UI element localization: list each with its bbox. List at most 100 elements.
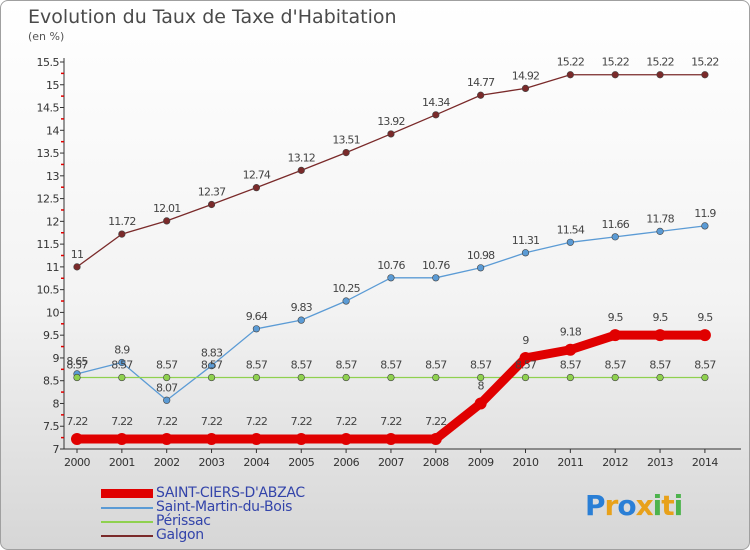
data-label: 8.57 — [694, 359, 716, 372]
data-label: 11.78 — [646, 212, 674, 225]
logo-letter: t — [661, 489, 674, 522]
data-point — [118, 230, 126, 238]
data-label: 7.22 — [201, 415, 222, 428]
data-label: 9.5 — [608, 311, 624, 324]
data-label: 12.37 — [198, 186, 226, 199]
data-point — [340, 432, 353, 445]
legend-label: Périssac — [156, 513, 211, 529]
data-point — [701, 373, 709, 382]
y-tick-label: 11.5 — [37, 238, 60, 251]
legend-entry: Périssac — [101, 513, 351, 529]
data-label: 7.22 — [66, 415, 87, 428]
x-tick-label: 2003 — [199, 456, 225, 469]
data-point — [521, 249, 530, 257]
data-label: 8.57 — [470, 359, 492, 372]
data-point — [252, 184, 260, 192]
data-label: 8.57 — [560, 359, 582, 372]
data-label: 13.12 — [288, 151, 316, 164]
data-label: 8.57 — [335, 359, 357, 372]
y-tick-label: 8.5 — [43, 375, 59, 388]
x-tick-label: 2010 — [513, 456, 539, 469]
data-point — [118, 358, 126, 367]
data-point — [611, 373, 619, 382]
x-tick-label: 2007 — [378, 456, 404, 469]
data-point — [654, 329, 667, 342]
x-tick-label: 2014 — [692, 456, 718, 469]
data-point — [432, 111, 440, 119]
y-tick-label: 10 — [46, 306, 59, 319]
data-label: 8.9 — [114, 343, 130, 356]
data-point — [566, 238, 574, 246]
data-label: 7.22 — [335, 415, 356, 428]
data-label: 12.01 — [153, 202, 181, 215]
y-tick-label: 9.5 — [43, 329, 59, 342]
data-label: 7.22 — [291, 415, 312, 428]
x-tick-label: 2000 — [64, 456, 90, 469]
data-label: 8.57 — [425, 359, 447, 372]
data-point — [656, 373, 664, 382]
data-point — [342, 373, 350, 382]
series-line — [76, 74, 706, 268]
y-tick-label: 13 — [46, 170, 59, 183]
legend-swatch — [101, 489, 153, 498]
legend-swatch — [101, 521, 153, 523]
data-point — [521, 84, 530, 93]
x-tick-label: 2012 — [602, 456, 628, 469]
data-label: 8.07 — [156, 381, 178, 394]
data-label: 8.57 — [156, 359, 178, 372]
legend-entry: SAINT-CIERS-D'ABZAC — [101, 485, 351, 501]
data-point — [387, 274, 395, 282]
data-label: 13.92 — [377, 115, 405, 128]
data-label: 11.31 — [512, 234, 540, 247]
y-tick-label: 7.5 — [43, 420, 59, 433]
data-label: 7.22 — [246, 415, 267, 428]
chart-title: Evolution du Taux de Taxe d'Habitation — [28, 6, 397, 28]
data-point — [342, 149, 350, 157]
data-point — [207, 373, 216, 382]
data-point — [71, 432, 83, 445]
data-point — [477, 264, 485, 272]
data-label: 12.74 — [243, 169, 271, 182]
data-label: 15.22 — [601, 56, 629, 69]
x-tick-label: 2004 — [243, 456, 269, 469]
data-point — [387, 130, 395, 138]
data-point — [297, 316, 305, 324]
y-tick-label: 11 — [46, 261, 59, 274]
data-point — [477, 91, 485, 99]
x-tick-label: 2005 — [288, 456, 314, 469]
y-tick-label: 14.5 — [37, 102, 60, 115]
logo-letter: x — [635, 489, 654, 522]
data-point — [566, 373, 574, 382]
data-point — [387, 373, 395, 382]
data-label: 7.22 — [111, 415, 132, 428]
legend-swatch — [101, 507, 153, 509]
data-point — [384, 432, 397, 445]
data-label: 8.83 — [201, 347, 223, 360]
data-label: 9.18 — [560, 326, 582, 339]
data-point — [429, 432, 442, 445]
data-point — [521, 373, 530, 382]
data-point — [701, 71, 709, 79]
y-tick-label: 10.5 — [37, 284, 60, 297]
data-label: 15.22 — [557, 56, 585, 69]
y-tick-label: 15.5 — [37, 56, 60, 69]
data-label: 15.22 — [691, 56, 719, 69]
x-tick-label: 2013 — [647, 456, 673, 469]
data-label: 14.77 — [467, 76, 495, 89]
data-label: 7.22 — [156, 415, 177, 428]
data-label: 8.57 — [291, 359, 313, 372]
data-point — [252, 325, 260, 333]
data-point — [474, 397, 487, 410]
data-point — [297, 166, 305, 174]
data-point — [519, 351, 532, 364]
y-tick-label: 14 — [46, 124, 59, 137]
y-tick-label: 7 — [53, 443, 60, 456]
data-point — [698, 329, 711, 342]
data-point — [342, 297, 350, 305]
data-point — [609, 329, 622, 342]
data-label: 10.98 — [467, 249, 495, 262]
data-label: 8.57 — [649, 359, 671, 372]
data-label: 15.22 — [646, 56, 674, 69]
legend-entry: Galgon — [101, 527, 351, 543]
